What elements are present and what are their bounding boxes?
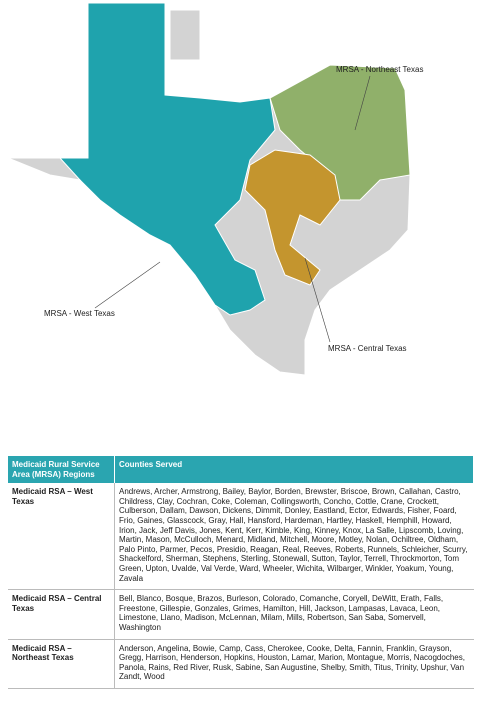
leader-line [304,257,331,343]
header-row: Medicaid Rural Service Area (MRSA) Regio… [8,456,474,484]
leader-line [94,261,161,309]
west-gray-pocket [7,157,82,181]
west-gray-pocket [169,9,201,61]
region-name: Medicaid RSA – West Texas [8,483,115,591]
central-region [244,149,341,286]
region-name: Medicaid RSA – Central Texas [8,589,115,640]
counties: Anderson, Angelina, Bowie, Camp, Cass, C… [114,639,474,689]
row: Medicaid RSA – Central Texas Bell, Blanc… [8,589,474,640]
region-table: Medicaid Rural Service Area (MRSA) Regio… [8,456,474,689]
northeast-region [269,64,411,201]
region-name: Medicaid RSA – Northeast Texas [8,639,115,689]
header-cell: Medicaid Rural Service Area (MRSA) Regio… [8,456,115,484]
texas-map: MRSA - Northeast Texas MRSA - West Texas… [7,2,423,376]
counties: Andrews, Archer, Armstrong, Bailey, Bayl… [114,483,474,591]
row: Medicaid RSA – West Texas Andrews, Arche… [8,483,474,591]
counties: Bell, Blanco, Bosque, Brazos, Burleson, … [114,589,474,640]
region-label: MRSA - West Texas [44,309,115,318]
region-label: MRSA - Northeast Texas [336,65,423,74]
region-label: MRSA - Central Texas [328,344,407,353]
header-cell: Counties Served [114,456,474,484]
row: Medicaid RSA – Northeast Texas Anderson,… [8,639,474,689]
west-region [7,2,276,316]
leader-line [354,75,371,131]
